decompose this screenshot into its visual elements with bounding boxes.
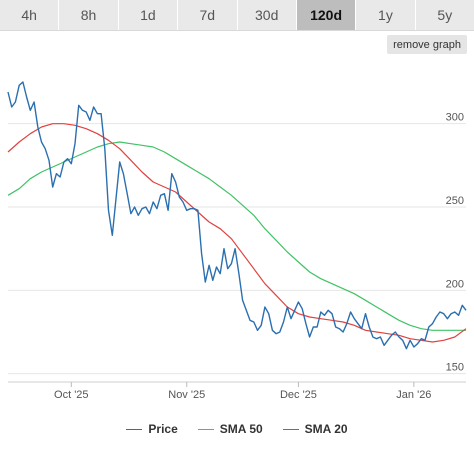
chart-legend: Price SMA 50 SMA 20 [0, 420, 474, 438]
tab-1y[interactable]: 1y [356, 0, 416, 30]
tab-8h[interactable]: 8h [59, 0, 119, 30]
tab-4h[interactable]: 4h [0, 0, 60, 30]
timeframe-tabs: 4h 8h 1d 7d 30d 120d 1y 5y [0, 0, 474, 31]
remove-graph-button[interactable]: remove graph [387, 35, 467, 54]
series-line-price [7, 81, 467, 350]
legend-label-sma20: SMA 20 [304, 422, 348, 436]
tab-120d[interactable]: 120d [296, 0, 357, 30]
x-tick-label-0: Oct '25 [54, 389, 89, 401]
legend-item-price[interactable]: Price [126, 422, 178, 436]
series-line-sma-50 [7, 141, 466, 331]
y-tick-label-200: 200 [446, 278, 464, 290]
legend-swatch-price [126, 428, 143, 430]
legend-swatch-sma20 [282, 428, 299, 430]
y-tick-label-300: 300 [446, 112, 464, 124]
tab-30d[interactable]: 30d [238, 0, 297, 30]
legend-label-sma50: SMA 50 [219, 422, 263, 436]
legend-swatch-sma50 [197, 428, 214, 430]
legend-item-sma20[interactable]: SMA 20 [282, 422, 348, 436]
tab-1d[interactable]: 1d [119, 0, 179, 30]
series-line-sma-20 [7, 123, 467, 343]
y-tick-label-250: 250 [446, 195, 464, 207]
x-tick-label-3: Jan '26 [396, 389, 431, 401]
legend-item-sma50[interactable]: SMA 50 [197, 422, 263, 436]
y-tick-label-150: 150 [446, 362, 464, 374]
tab-7d[interactable]: 7d [178, 0, 238, 30]
x-tick-label-1: Nov '25 [168, 389, 205, 401]
legend-label-price: Price [148, 422, 178, 436]
tab-5y[interactable]: 5y [437, 7, 453, 23]
x-tick-label-2: Dec '25 [280, 389, 317, 401]
